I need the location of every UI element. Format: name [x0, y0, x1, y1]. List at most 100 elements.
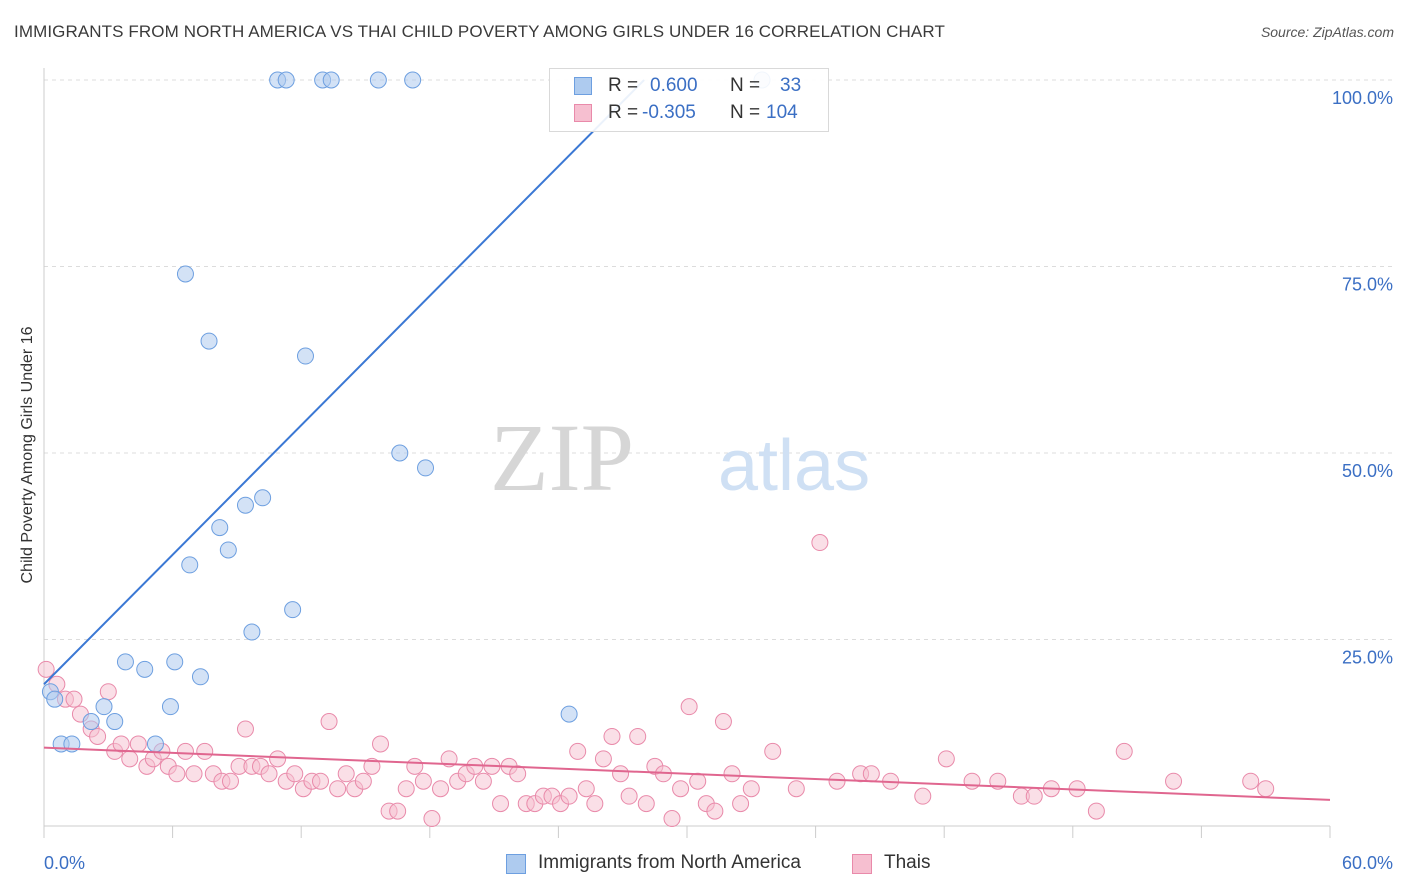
thais-point	[723, 765, 741, 783]
thais-point	[811, 534, 829, 552]
thais-point	[629, 727, 647, 745]
thais-point	[286, 765, 304, 783]
thais-point	[620, 787, 638, 805]
thais-point	[311, 772, 329, 790]
thais-point	[337, 765, 355, 783]
thais-point	[732, 795, 750, 813]
y-tick-label: 25.0%	[1342, 648, 1393, 668]
legend-n-label: N =	[730, 75, 761, 96]
thais-point	[168, 765, 186, 783]
thais-point	[236, 720, 254, 738]
immigrants-trend-line	[43, 79, 645, 685]
immigrants-point	[176, 265, 194, 283]
immigrants-point	[181, 556, 199, 574]
thais-point	[637, 795, 655, 813]
legend-n-value: 33	[780, 75, 802, 96]
tick-labels: 25.0% 50.0% 75.0% 100.0% 0.0% 60.0%	[44, 88, 1393, 873]
gridlines	[44, 79, 1392, 640]
thais-point	[432, 780, 450, 798]
thais-point	[1115, 742, 1133, 760]
immigrants-point	[284, 601, 302, 619]
axes	[43, 68, 1331, 838]
legend-n-label: N =	[730, 102, 761, 123]
thais-trend-line	[43, 746, 1331, 801]
thais-point	[963, 772, 981, 790]
thais-point	[354, 772, 372, 790]
bottom-legend-label: Immigrants from North America	[538, 852, 801, 873]
thais-point	[914, 787, 932, 805]
immigrants-point	[166, 653, 184, 671]
thais-point	[129, 735, 147, 753]
thais-point	[742, 780, 760, 798]
chart-title: IMMIGRANTS FROM NORTH AMERICA VS THAI CH…	[14, 22, 945, 41]
thais-point	[423, 810, 441, 828]
thais-point	[706, 802, 724, 820]
immigrants-point	[136, 660, 154, 678]
immigrants-point	[417, 459, 435, 477]
thais-point	[680, 698, 698, 716]
legend-swatch-blue	[574, 77, 592, 95]
thais-point	[714, 713, 732, 731]
thais-point	[509, 765, 527, 783]
x-tick-label: 0.0%	[44, 853, 85, 873]
y-tick-label: 100.0%	[1332, 88, 1393, 108]
immigrants-point	[116, 653, 134, 671]
thais-point	[612, 765, 630, 783]
thais-point	[764, 742, 782, 760]
thais-point	[363, 757, 381, 775]
immigrants-point	[146, 735, 164, 753]
immigrants-point	[191, 668, 209, 686]
y-tick-label: 75.0%	[1342, 275, 1393, 295]
thais-point	[1025, 787, 1043, 805]
thais-point	[112, 735, 130, 753]
correlation-legend: R = 0.600 N = 33 R = -0.305 N = 104	[549, 68, 829, 132]
thais-point	[828, 772, 846, 790]
thais-point	[176, 742, 194, 760]
legend-r-value: -0.305	[642, 102, 696, 123]
thais-point	[569, 742, 587, 760]
thais-point	[663, 810, 681, 828]
legend-swatch-pink	[574, 104, 592, 122]
legend-n-value: 104	[766, 102, 798, 123]
immigrants-point	[254, 489, 272, 507]
thais-point	[1257, 780, 1275, 798]
immigrants-point	[211, 519, 229, 537]
thais-point	[121, 750, 139, 768]
thais-point	[603, 727, 621, 745]
immigrants-point	[391, 444, 409, 462]
thais-point	[440, 750, 458, 768]
bottom-legend-label: Thais	[884, 852, 931, 873]
thais-point	[862, 765, 880, 783]
watermark: ZIP atlas	[490, 404, 870, 511]
thais-point	[99, 683, 117, 701]
legend-r-label: R =	[608, 75, 639, 96]
immigrants-point	[404, 71, 422, 89]
thais-point	[320, 713, 338, 731]
thais-point	[65, 690, 83, 708]
thais-point	[560, 787, 578, 805]
immigrants-point	[369, 71, 387, 89]
thais-point	[389, 802, 407, 820]
thais-point	[474, 772, 492, 790]
thais-point	[89, 727, 107, 745]
immigrants-points	[41, 71, 771, 753]
immigrants-point	[236, 496, 254, 514]
thais-point	[269, 750, 287, 768]
thais-point	[37, 660, 55, 678]
immigrants-point	[95, 698, 113, 716]
x-tick-label: 60.0%	[1342, 853, 1393, 873]
trend-lines	[43, 79, 1331, 801]
immigrants-point	[322, 71, 340, 89]
thais-point	[397, 780, 415, 798]
y-axis-label: Child Poverty Among Girls Under 16	[19, 326, 36, 584]
immigrants-point	[106, 713, 124, 731]
immigrants-point	[296, 347, 314, 365]
thais-point	[594, 750, 612, 768]
y-tick-label: 50.0%	[1342, 461, 1393, 481]
thais-point	[1242, 772, 1260, 790]
source-label: Source: ZipAtlas.com	[1260, 24, 1394, 40]
immigrants-point	[46, 690, 64, 708]
thais-point	[689, 772, 707, 790]
legend-r-value: 0.600	[650, 75, 698, 96]
